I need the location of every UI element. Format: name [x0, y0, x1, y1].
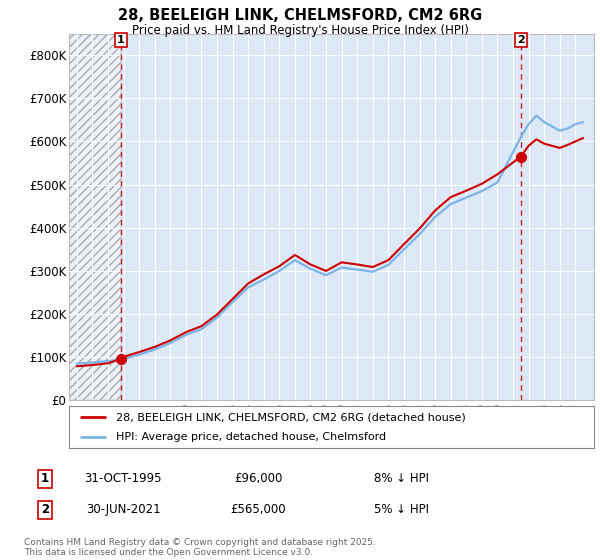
Text: 31-OCT-1995: 31-OCT-1995: [84, 472, 162, 486]
Text: 1: 1: [41, 472, 49, 486]
Text: Price paid vs. HM Land Registry's House Price Index (HPI): Price paid vs. HM Land Registry's House …: [131, 24, 469, 36]
Text: 5% ↓ HPI: 5% ↓ HPI: [374, 503, 430, 516]
Text: £565,000: £565,000: [230, 503, 286, 516]
Text: Contains HM Land Registry data © Crown copyright and database right 2025.
This d: Contains HM Land Registry data © Crown c…: [24, 538, 376, 557]
Text: 30-JUN-2021: 30-JUN-2021: [86, 503, 160, 516]
Text: £96,000: £96,000: [234, 472, 282, 486]
Text: 2: 2: [41, 503, 49, 516]
Text: 28, BEELEIGH LINK, CHELMSFORD, CM2 6RG (detached house): 28, BEELEIGH LINK, CHELMSFORD, CM2 6RG (…: [116, 412, 466, 422]
Text: 8% ↓ HPI: 8% ↓ HPI: [374, 472, 430, 486]
Text: 2: 2: [517, 35, 524, 45]
Text: 1: 1: [117, 35, 125, 45]
Text: 28, BEELEIGH LINK, CHELMSFORD, CM2 6RG: 28, BEELEIGH LINK, CHELMSFORD, CM2 6RG: [118, 8, 482, 24]
Text: HPI: Average price, detached house, Chelmsford: HPI: Average price, detached house, Chel…: [116, 432, 386, 442]
